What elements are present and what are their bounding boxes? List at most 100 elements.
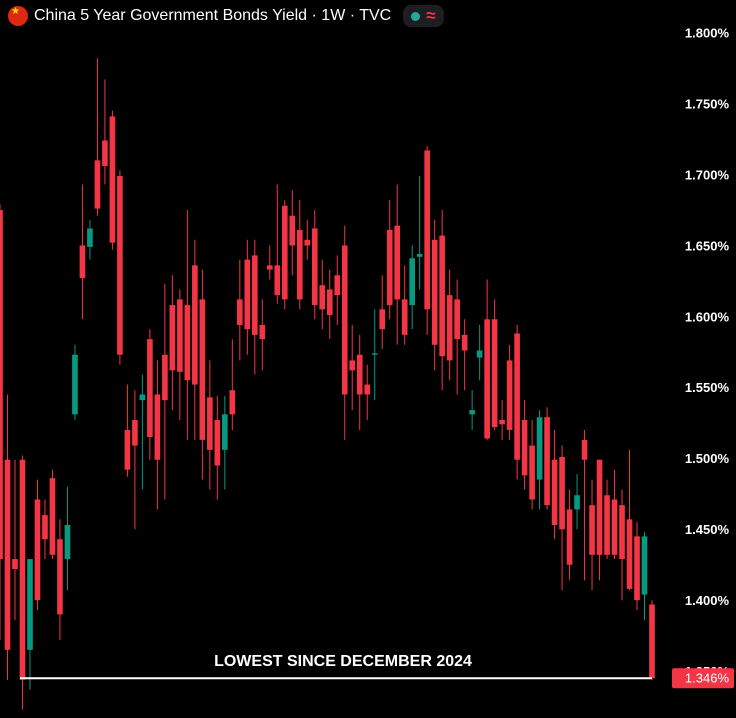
candle-body	[289, 215, 296, 246]
candle-body	[147, 339, 153, 438]
candle-body	[177, 299, 183, 372]
candle-body	[484, 319, 490, 439]
candle-body	[72, 354, 78, 415]
candle-body	[304, 239, 311, 246]
candle-body	[386, 229, 393, 306]
candle-body	[499, 420, 505, 425]
candle-body	[132, 420, 138, 446]
candle-body	[207, 397, 213, 450]
y-tick-label: 1.550%	[685, 380, 730, 395]
candle-body	[476, 350, 483, 358]
y-tick-label: 1.600%	[685, 309, 730, 324]
y-tick-label: 1.400%	[685, 593, 730, 608]
y-tick-label: 1.800%	[685, 25, 730, 40]
candle-body	[371, 353, 378, 355]
last-price-label: 1.346%	[685, 671, 730, 686]
candle-body	[574, 495, 580, 510]
candle-body	[394, 225, 401, 300]
candle-body	[491, 319, 498, 428]
candle-body	[229, 390, 236, 415]
candle-body	[409, 258, 415, 306]
candle-body	[169, 305, 176, 371]
candle-body	[251, 255, 258, 335]
candle-body	[214, 420, 221, 466]
candle-body	[589, 505, 595, 555]
candle-body	[79, 245, 86, 279]
candle-body	[266, 265, 273, 270]
candle-body	[0, 210, 3, 560]
candle-body	[184, 305, 191, 381]
candle-body	[139, 394, 146, 401]
candle-body	[506, 360, 513, 430]
candle-body	[94, 160, 101, 209]
candle-body	[424, 150, 430, 310]
candle-body	[536, 417, 543, 480]
candle-body	[619, 505, 625, 560]
candle-body	[454, 299, 460, 340]
candle-body	[356, 354, 363, 395]
candle-body	[611, 499, 618, 555]
candle-body	[529, 445, 535, 500]
candle-body	[311, 228, 318, 306]
candle-body	[379, 309, 386, 330]
candle-body	[439, 235, 445, 357]
candle-body	[521, 420, 528, 476]
candle-body	[581, 439, 588, 460]
candle-body	[274, 265, 281, 296]
candle-body	[641, 536, 648, 595]
candle-body	[416, 253, 423, 257]
status-pill[interactable]: ≈	[403, 5, 444, 27]
candle-body	[244, 259, 251, 330]
candle-body	[222, 414, 228, 450]
candle-body	[109, 116, 116, 243]
chart-title: China 5 Year Government Bonds Yield · 1W…	[34, 7, 392, 24]
candle-body	[559, 456, 565, 530]
candle-body	[117, 175, 123, 355]
candle-body	[162, 354, 168, 401]
header: China 5 Year Government Bonds Yield · 1W…	[8, 4, 444, 28]
candle-body	[326, 289, 333, 316]
candle-body	[296, 229, 303, 300]
candle-body	[551, 459, 558, 526]
candle-body	[281, 205, 288, 300]
candle-body	[604, 495, 610, 555]
status-dot	[411, 11, 421, 21]
y-tick-label: 1.750%	[685, 96, 730, 111]
candle-body	[199, 299, 206, 440]
candle-body	[649, 604, 655, 679]
candle-body	[469, 410, 475, 415]
candle-body	[364, 384, 371, 395]
annotation: LOWEST SINCE DECEMBER 2024	[214, 653, 472, 670]
candle-body	[19, 459, 26, 680]
candle-body	[514, 333, 520, 460]
candle-body	[49, 478, 56, 555]
candle-body	[4, 459, 11, 650]
candle-body	[259, 324, 266, 340]
wave-icon: ≈	[426, 6, 436, 25]
candle-body	[237, 299, 243, 325]
candle-body	[124, 429, 131, 470]
candle-body	[446, 295, 453, 361]
candle-body	[544, 417, 550, 506]
candle-body	[12, 559, 18, 570]
candle-body	[334, 275, 341, 296]
candle-body	[57, 539, 63, 615]
candle-body	[349, 360, 356, 371]
y-tick-label: 1.450%	[685, 522, 730, 537]
candle-body	[596, 459, 603, 555]
y-tick-label: 1.700%	[685, 167, 730, 182]
candle-body	[102, 140, 108, 167]
candle-body	[626, 519, 633, 589]
candle-body	[341, 245, 348, 395]
candle-body	[42, 515, 48, 540]
candle-body	[192, 265, 198, 385]
candle-body	[401, 299, 408, 335]
candle-body	[319, 285, 326, 310]
candle-body	[27, 559, 33, 650]
candle-body	[431, 239, 438, 345]
candle-body	[461, 334, 468, 351]
candle-body	[634, 536, 640, 601]
